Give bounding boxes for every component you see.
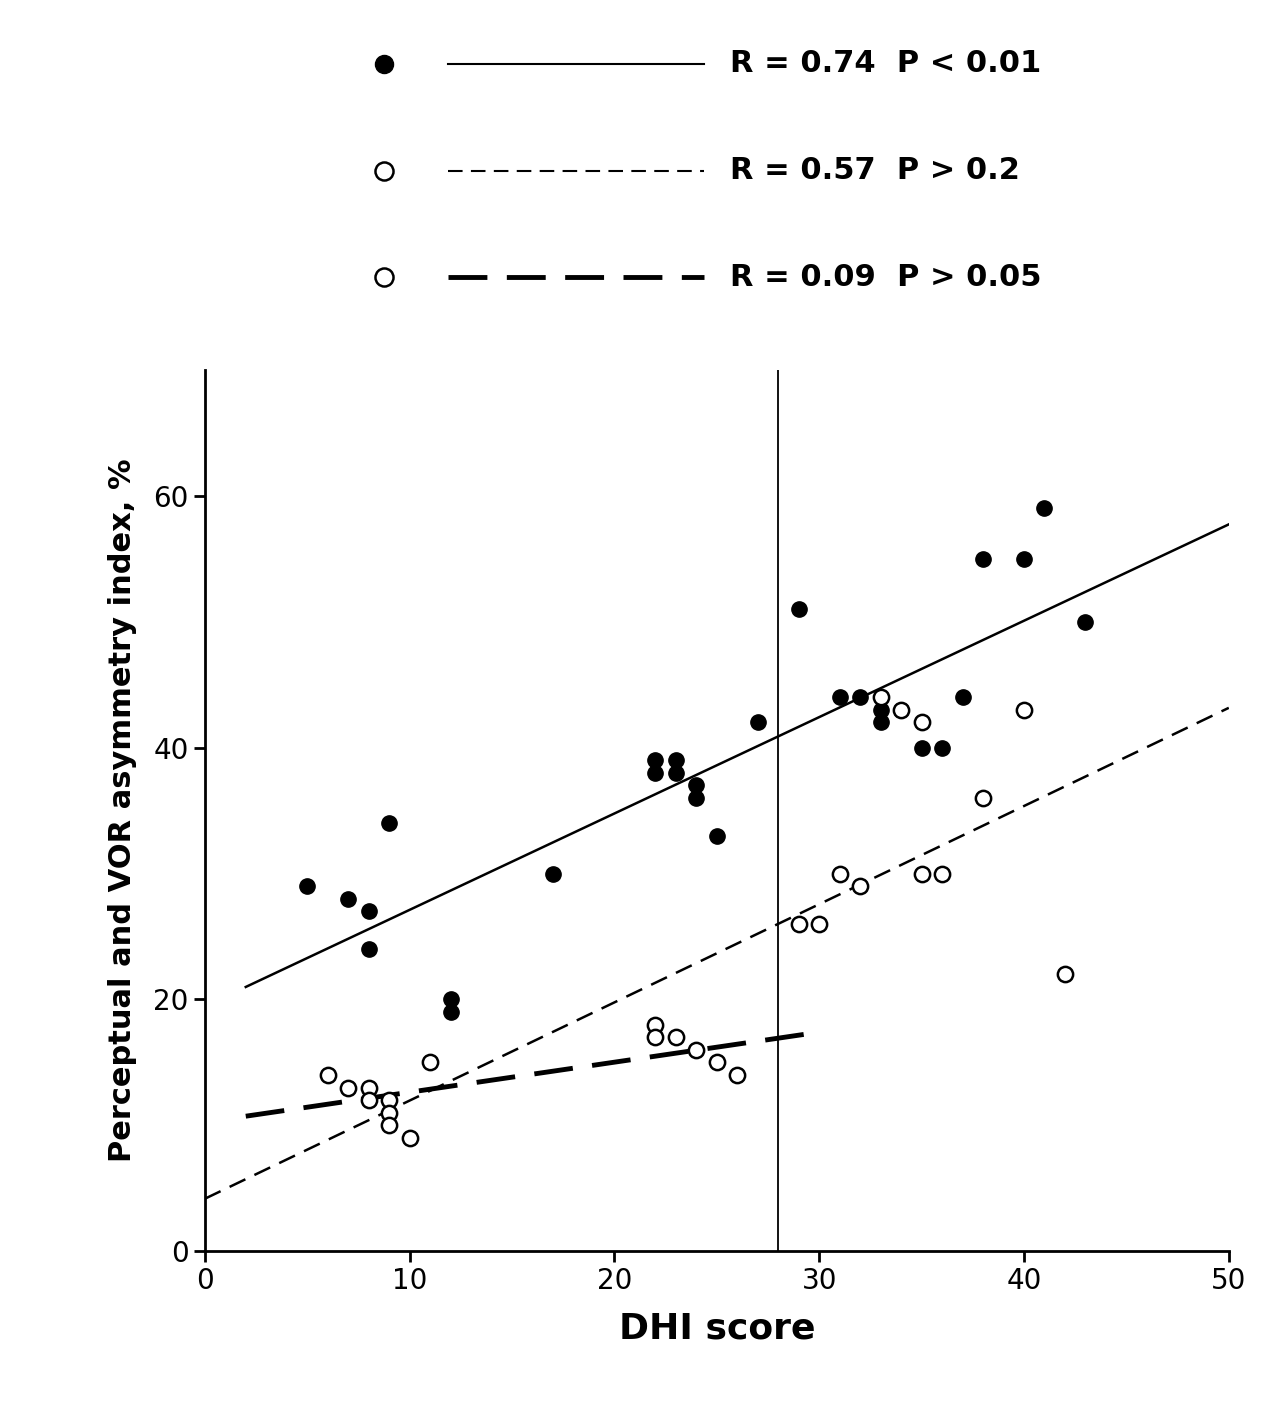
Point [973,786,993,809]
Point [543,862,563,884]
Point [932,862,952,884]
Point [1055,963,1075,985]
Point [809,913,829,936]
Point [911,737,932,759]
Point [645,1025,666,1048]
Point [932,737,952,759]
Point [666,1025,686,1048]
Point [358,937,379,960]
Point [666,761,686,784]
Point [870,698,891,721]
Point [379,812,399,835]
Point [1075,610,1096,633]
Point [317,1064,338,1086]
Point [748,711,768,734]
Point [788,597,809,620]
Point [973,547,993,570]
Point [379,1113,399,1136]
Point [707,825,727,848]
Point [850,875,870,897]
Point [727,1064,748,1086]
Point [358,1076,379,1099]
Y-axis label: Perceptual and VOR asymmetry index, %: Perceptual and VOR asymmetry index, % [108,459,137,1162]
Point [911,862,932,884]
Point [829,685,850,708]
Point [891,698,911,721]
Point [379,1102,399,1125]
Text: R = 0.74  P < 0.01: R = 0.74 P < 0.01 [730,50,1041,78]
Point [379,1089,399,1112]
Point [645,749,666,772]
Point [952,685,973,708]
Point [645,761,666,784]
Point [788,913,809,936]
Point [1014,547,1034,570]
X-axis label: DHI score: DHI score [618,1313,815,1347]
Point [870,685,891,708]
Point [707,1051,727,1074]
Point [1034,496,1055,519]
Point [645,1014,666,1037]
Point [829,862,850,884]
Point [686,786,707,809]
Point [399,1126,420,1149]
Text: R = 0.57  P > 0.2: R = 0.57 P > 0.2 [730,156,1019,185]
Point [440,988,461,1011]
Point [911,711,932,734]
Point [870,711,891,734]
Point [420,1051,440,1074]
Point [686,1038,707,1061]
Point [1014,698,1034,721]
Point [891,698,911,721]
Point [297,875,317,897]
Point [338,1076,358,1099]
Text: R = 0.09  P > 0.05: R = 0.09 P > 0.05 [730,263,1041,292]
Point [850,685,870,708]
Point [338,887,358,910]
Point [666,749,686,772]
Point [686,774,707,796]
Point [358,900,379,923]
Point [358,1089,379,1112]
Point [440,1001,461,1024]
